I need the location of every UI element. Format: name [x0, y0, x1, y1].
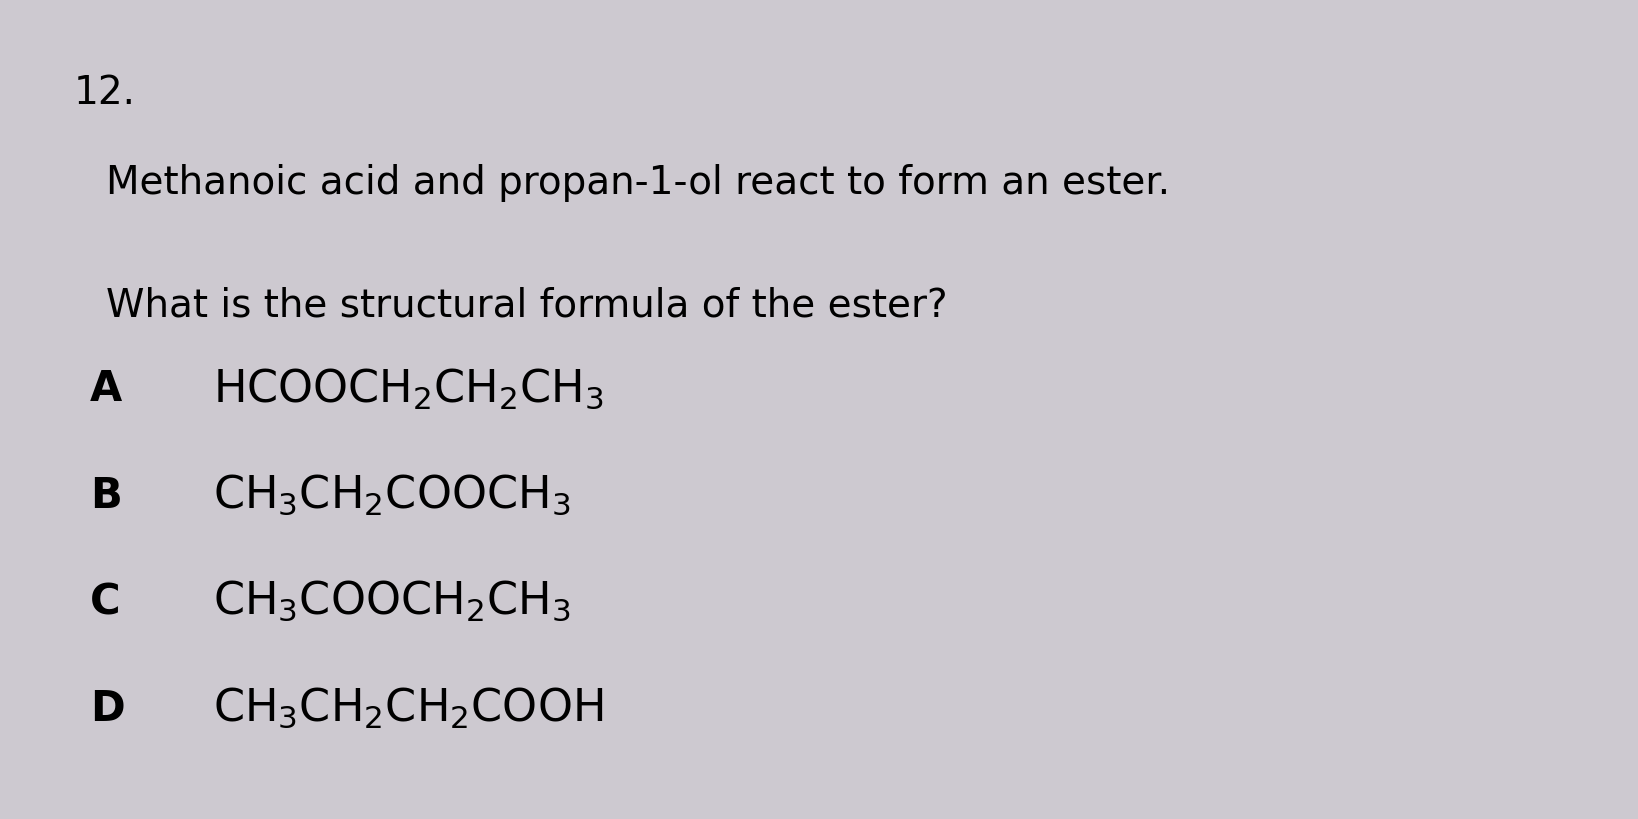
Text: $\mathregular{CH}_3$$\mathregular{COOCH}_2$$\mathregular{CH}_3$: $\mathregular{CH}_3$$\mathregular{COOCH}…	[213, 579, 570, 623]
Text: Methanoic acid and propan-1-ol react to form an ester.: Methanoic acid and propan-1-ol react to …	[106, 164, 1171, 201]
Text: $\mathregular{CH}_3$$\mathregular{CH}_2$$\mathregular{CH}_2$$\mathregular{COOH}$: $\mathregular{CH}_3$$\mathregular{CH}_2$…	[213, 686, 603, 730]
Text: 12.: 12.	[74, 74, 136, 111]
Text: What is the structural formula of the ester?: What is the structural formula of the es…	[106, 287, 948, 324]
Text: B: B	[90, 475, 121, 517]
Text: $\mathregular{HCOOCH}_2$$\mathregular{CH}_2$$\mathregular{CH}_3$: $\mathregular{HCOOCH}_2$$\mathregular{CH…	[213, 366, 604, 410]
Text: D: D	[90, 688, 124, 730]
Text: $\mathregular{CH}_3$$\mathregular{CH}_2$$\mathregular{COOCH}_3$: $\mathregular{CH}_3$$\mathregular{CH}_2$…	[213, 473, 570, 517]
Text: A: A	[90, 369, 123, 410]
Text: C: C	[90, 581, 121, 623]
